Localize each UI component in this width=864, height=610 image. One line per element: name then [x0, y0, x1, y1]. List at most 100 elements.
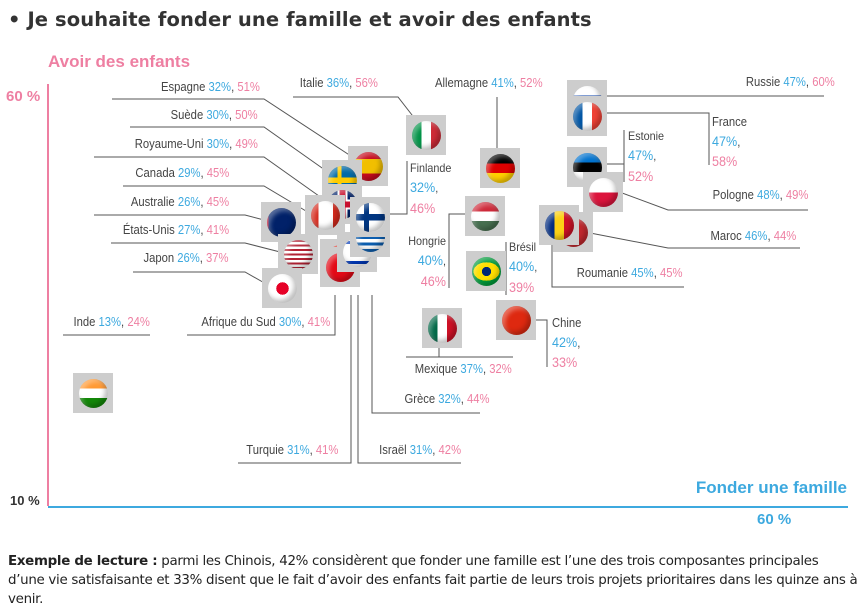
- point-label-france: France 47%, 58%: [712, 113, 747, 172]
- chart-title: • Je souhaite fonder une famille et avoi…: [8, 8, 592, 31]
- leader-line-suede: [130, 126, 333, 176]
- leader-line-australie: [94, 214, 265, 221]
- x-value: 32%: [410, 179, 436, 196]
- y-value: 49%: [235, 137, 258, 151]
- country-name: Australie: [130, 195, 175, 209]
- country-name: Espagne: [161, 80, 206, 94]
- flag-disc: [412, 121, 441, 150]
- flag-roumanie-icon: [539, 205, 579, 245]
- x-value: 47%: [628, 147, 654, 164]
- x-value: 32%: [438, 392, 462, 406]
- label-line: Brésil: [509, 239, 537, 256]
- leader-line-france: [600, 112, 710, 165]
- x-value: 30%: [206, 108, 230, 122]
- leader-line-finlande: [384, 161, 408, 215]
- x-value: 40%: [509, 258, 535, 275]
- flag-disc: [472, 257, 501, 286]
- label-line: 58%: [712, 151, 747, 171]
- country-name: Italie: [299, 76, 324, 90]
- y-tick-top: 60 %: [6, 88, 41, 105]
- flag-finlande-icon: [350, 197, 390, 237]
- flag-france-icon: [567, 96, 607, 136]
- point-label-espagne: Espagne 32%, 51%: [161, 80, 260, 94]
- point-label-finlande: Finlande 32%, 46%: [410, 160, 451, 218]
- country-name: Russie: [746, 75, 781, 89]
- label-line: 40%,: [509, 258, 538, 275]
- note-text: parmi les Chinois, 42% considèrent que f…: [8, 554, 858, 607]
- x-axis-line: [48, 506, 848, 508]
- label-line: France: [712, 113, 747, 131]
- y-value: 41%: [307, 315, 330, 329]
- leader-line-hongrie: [448, 213, 471, 288]
- flag-disc: [284, 240, 313, 269]
- country-name: Mexique: [415, 362, 458, 376]
- x-value: 32%: [208, 80, 232, 94]
- leader-line-estonie: [600, 130, 625, 182]
- point-label-afrique-du-sud: Afrique du Sud 30%, 41%: [201, 315, 330, 329]
- point-label-royaume-uni: Royaume-Uni 30%, 49%: [134, 137, 258, 151]
- country-name: Finlande: [410, 161, 452, 175]
- y-axis-line: [47, 84, 49, 506]
- country-name: Royaume-Uni: [134, 137, 204, 151]
- x-value: 42%: [552, 334, 578, 351]
- point-label-roumanie: Roumanie 45%, 45%: [576, 266, 682, 280]
- x-value: 47%: [712, 133, 738, 150]
- flag-disc: [471, 202, 500, 231]
- label-line: 33%: [552, 352, 581, 372]
- label-line: Finlande: [410, 160, 451, 177]
- x-value: 13%: [98, 315, 122, 329]
- point-label-allemagne: Allemagne 41%, 52%: [435, 76, 543, 90]
- country-name: Pologne: [712, 188, 754, 202]
- x-value: 26%: [177, 251, 201, 265]
- x-value: 30%: [206, 137, 230, 151]
- point-label-italie: Italie 36%, 56%: [299, 76, 378, 90]
- point-label-suede: Suède 30%, 50%: [171, 108, 258, 122]
- label-line: Hongrie: [408, 233, 446, 250]
- x-value: 37%: [460, 362, 484, 376]
- label-line: 32%,: [410, 179, 439, 196]
- y-value: 45%: [659, 266, 682, 280]
- x-value: 31%: [409, 443, 433, 457]
- y-value: 24%: [127, 315, 150, 329]
- flag-italie-icon: [406, 115, 446, 155]
- leader-line-israel: [357, 295, 461, 464]
- y-value: 46%: [410, 199, 436, 216]
- y-value: 51%: [237, 80, 260, 94]
- y-value: 50%: [235, 108, 258, 122]
- country-name: Estonie: [628, 129, 665, 143]
- label-line: 46%: [408, 271, 446, 291]
- note-lead: Exemple de lecture :: [8, 554, 158, 569]
- point-label-grece: Grèce 32%, 44%: [404, 392, 490, 406]
- flag-disc: [486, 154, 515, 183]
- flag-disc: [545, 211, 574, 240]
- label-line: 39%: [509, 277, 537, 297]
- point-label-canada: Canada 29%, 45%: [135, 166, 229, 180]
- leader-line-grece: [371, 295, 480, 414]
- y-tick-bottom: 10 %: [10, 493, 40, 508]
- y-value: 44%: [467, 392, 490, 406]
- flag-hongrie-icon: [465, 196, 505, 236]
- leader-line-etats-unis: [111, 242, 285, 254]
- country-name: Turquie: [245, 443, 284, 457]
- y-value: 45%: [206, 195, 229, 209]
- leader-line-afrique-du-sud: [187, 295, 336, 336]
- y-value: 39%: [509, 278, 535, 295]
- leader-line-roumanie: [551, 230, 684, 288]
- y-value: 33%: [552, 354, 578, 371]
- label-line: 52%: [628, 166, 664, 186]
- x-value: 29%: [177, 166, 201, 180]
- y-value: 49%: [785, 188, 808, 202]
- point-label-bresil: Brésil 40%, 39%: [509, 239, 537, 297]
- label-line: Estonie: [628, 128, 664, 145]
- y-value: 44%: [773, 229, 796, 243]
- point-label-russie: Russie 47%, 60%: [746, 75, 835, 89]
- leader-line-japon: [133, 271, 269, 286]
- point-label-etats-unis: États-Unis 27%, 41%: [122, 223, 229, 237]
- country-name: Grèce: [404, 392, 436, 406]
- point-label-chine: Chine 42%, 33%: [552, 314, 581, 373]
- label-line: 42%,: [552, 334, 581, 351]
- point-label-mexique: Mexique 37%, 32%: [415, 362, 512, 376]
- country-name: Brésil: [509, 240, 537, 254]
- x-tick-right: 60 %: [757, 511, 792, 528]
